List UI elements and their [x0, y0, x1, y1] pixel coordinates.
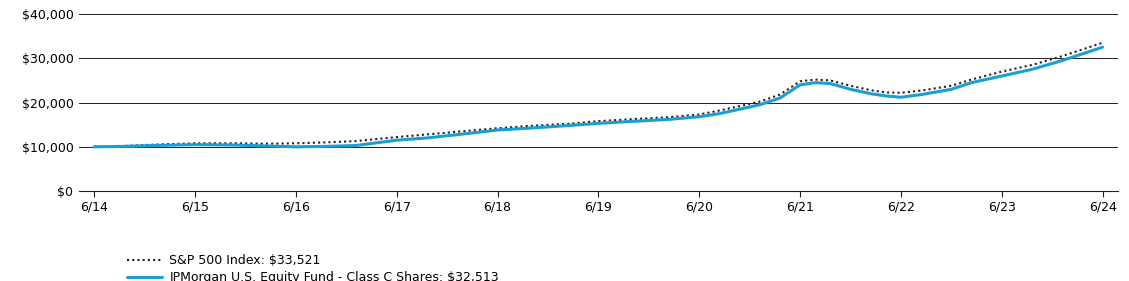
- S&P 500 Index: $33,521: (6.6, 2.02e+04): $33,521: (6.6, 2.02e+04): [753, 100, 767, 103]
- JPMorgan U.S. Equity Fund - Class C Shares: $32,513: (2.3, 1.01e+04): $32,513: (2.3, 1.01e+04): [320, 145, 333, 148]
- S&P 500 Index: $33,521: (8.2, 2.27e+04): $33,521: (8.2, 2.27e+04): [914, 89, 928, 92]
- S&P 500 Index: $33,521: (0, 1e+04): $33,521: (0, 1e+04): [87, 145, 100, 148]
- JPMorgan U.S. Equity Fund - Class C Shares: $32,513: (6.4, 1.85e+04): $32,513: (6.4, 1.85e+04): [733, 108, 746, 111]
- JPMorgan U.S. Equity Fund - Class C Shares: $32,513: (0, 1e+04): $32,513: (0, 1e+04): [87, 145, 100, 148]
- S&P 500 Index: $33,521: (1, 1.08e+04): $33,521: (1, 1.08e+04): [189, 142, 202, 145]
- JPMorgan U.S. Equity Fund - Class C Shares: $32,513: (5.3, 1.57e+04): $32,513: (5.3, 1.57e+04): [622, 120, 636, 123]
- JPMorgan U.S. Equity Fund - Class C Shares: $32,513: (7.3, 2.43e+04): $32,513: (7.3, 2.43e+04): [823, 82, 837, 85]
- JPMorgan U.S. Equity Fund - Class C Shares: $32,513: (5.7, 1.62e+04): $32,513: (5.7, 1.62e+04): [663, 118, 676, 121]
- S&P 500 Index: $33,521: (9.3, 2.85e+04): $33,521: (9.3, 2.85e+04): [1025, 63, 1039, 67]
- JPMorgan U.S. Equity Fund - Class C Shares: $32,513: (8.2, 2.18e+04): $32,513: (8.2, 2.18e+04): [914, 93, 928, 96]
- JPMorgan U.S. Equity Fund - Class C Shares: $32,513: (6.2, 1.75e+04): $32,513: (6.2, 1.75e+04): [712, 112, 726, 115]
- S&P 500 Index: $33,521: (8, 2.22e+04): $33,521: (8, 2.22e+04): [894, 91, 908, 94]
- JPMorgan U.S. Equity Fund - Class C Shares: $32,513: (9, 2.6e+04): $32,513: (9, 2.6e+04): [995, 74, 1008, 78]
- JPMorgan U.S. Equity Fund - Class C Shares: $32,513: (9.8, 3.1e+04): $32,513: (9.8, 3.1e+04): [1076, 52, 1089, 56]
- S&P 500 Index: $33,521: (4.3, 1.47e+04): $33,521: (4.3, 1.47e+04): [520, 124, 534, 128]
- JPMorgan U.S. Equity Fund - Class C Shares: $32,513: (2, 1e+04): $32,513: (2, 1e+04): [289, 145, 303, 148]
- JPMorgan U.S. Equity Fund - Class C Shares: $32,513: (4, 1.38e+04): $32,513: (4, 1.38e+04): [491, 128, 505, 132]
- S&P 500 Index: $33,521: (1.4, 1.08e+04): $33,521: (1.4, 1.08e+04): [228, 142, 242, 145]
- S&P 500 Index: $33,521: (2.3, 1.1e+04): $33,521: (2.3, 1.1e+04): [320, 141, 333, 144]
- JPMorgan U.S. Equity Fund - Class C Shares: $32,513: (4.7, 1.48e+04): $32,513: (4.7, 1.48e+04): [561, 124, 575, 127]
- JPMorgan U.S. Equity Fund - Class C Shares: $32,513: (9.3, 2.75e+04): $32,513: (9.3, 2.75e+04): [1025, 68, 1039, 71]
- JPMorgan U.S. Equity Fund - Class C Shares: $32,513: (3.3, 1.2e+04): $32,513: (3.3, 1.2e+04): [420, 136, 434, 140]
- S&P 500 Index: $33,521: (1.7, 1.07e+04): $33,521: (1.7, 1.07e+04): [259, 142, 272, 145]
- JPMorgan U.S. Equity Fund - Class C Shares: $32,513: (7, 2.4e+04): $32,513: (7, 2.4e+04): [794, 83, 807, 87]
- JPMorgan U.S. Equity Fund - Class C Shares: $32,513: (6.6, 1.95e+04): $32,513: (6.6, 1.95e+04): [753, 103, 767, 106]
- S&P 500 Index: $33,521: (7.5, 2.38e+04): $33,521: (7.5, 2.38e+04): [843, 84, 857, 87]
- JPMorgan U.S. Equity Fund - Class C Shares: $32,513: (4.3, 1.42e+04): $32,513: (4.3, 1.42e+04): [520, 126, 534, 130]
- S&P 500 Index: $33,521: (6, 1.73e+04): $33,521: (6, 1.73e+04): [692, 113, 706, 116]
- JPMorgan U.S. Equity Fund - Class C Shares: $32,513: (7.85, 2.15e+04): $32,513: (7.85, 2.15e+04): [879, 94, 893, 98]
- Line: S&P 500 Index: $33,521: S&P 500 Index: $33,521: [94, 43, 1103, 147]
- S&P 500 Index: $33,521: (6.8, 2.18e+04): $33,521: (6.8, 2.18e+04): [773, 93, 787, 96]
- S&P 500 Index: $33,521: (0.3, 1.02e+04): $33,521: (0.3, 1.02e+04): [117, 144, 131, 148]
- S&P 500 Index: $33,521: (4, 1.42e+04): $33,521: (4, 1.42e+04): [491, 126, 505, 130]
- S&P 500 Index: $33,521: (9.8, 3.2e+04): $33,521: (9.8, 3.2e+04): [1076, 48, 1089, 51]
- S&P 500 Index: $33,521: (9.6, 3.05e+04): $33,521: (9.6, 3.05e+04): [1056, 55, 1069, 58]
- JPMorgan U.S. Equity Fund - Class C Shares: $32,513: (7.7, 2.2e+04): $32,513: (7.7, 2.2e+04): [864, 92, 877, 96]
- S&P 500 Index: $33,521: (7.7, 2.28e+04): $33,521: (7.7, 2.28e+04): [864, 89, 877, 92]
- S&P 500 Index: $33,521: (8.7, 2.52e+04): $33,521: (8.7, 2.52e+04): [964, 78, 978, 81]
- JPMorgan U.S. Equity Fund - Class C Shares: $32,513: (6, 1.68e+04): $32,513: (6, 1.68e+04): [692, 115, 706, 118]
- S&P 500 Index: $33,521: (7, 2.48e+04): $33,521: (7, 2.48e+04): [794, 80, 807, 83]
- S&P 500 Index: $33,521: (7.15, 2.52e+04): $33,521: (7.15, 2.52e+04): [808, 78, 822, 81]
- S&P 500 Index: $33,521: (7.85, 2.23e+04): $33,521: (7.85, 2.23e+04): [879, 91, 893, 94]
- JPMorgan U.S. Equity Fund - Class C Shares: $32,513: (0.6, 1.03e+04): $32,513: (0.6, 1.03e+04): [148, 144, 161, 147]
- S&P 500 Index: $33,521: (5, 1.58e+04): $33,521: (5, 1.58e+04): [592, 119, 605, 123]
- JPMorgan U.S. Equity Fund - Class C Shares: $32,513: (3, 1.15e+04): $32,513: (3, 1.15e+04): [390, 139, 403, 142]
- Line: JPMorgan U.S. Equity Fund - Class C Shares: $32,513: JPMorgan U.S. Equity Fund - Class C Shar…: [94, 47, 1103, 147]
- JPMorgan U.S. Equity Fund - Class C Shares: $32,513: (0.3, 1.01e+04): $32,513: (0.3, 1.01e+04): [117, 145, 131, 148]
- JPMorgan U.S. Equity Fund - Class C Shares: $32,513: (10, 3.25e+04): $32,513: (10, 3.25e+04): [1096, 46, 1110, 49]
- S&P 500 Index: $33,521: (3.7, 1.36e+04): $33,521: (3.7, 1.36e+04): [461, 129, 474, 133]
- JPMorgan U.S. Equity Fund - Class C Shares: $32,513: (1.7, 1.02e+04): $32,513: (1.7, 1.02e+04): [259, 144, 272, 148]
- S&P 500 Index: $33,521: (3.3, 1.28e+04): $33,521: (3.3, 1.28e+04): [420, 133, 434, 136]
- S&P 500 Index: $33,521: (5.7, 1.67e+04): $33,521: (5.7, 1.67e+04): [663, 115, 676, 119]
- JPMorgan U.S. Equity Fund - Class C Shares: $32,513: (8, 2.12e+04): $32,513: (8, 2.12e+04): [894, 96, 908, 99]
- JPMorgan U.S. Equity Fund - Class C Shares: $32,513: (5, 1.53e+04): $32,513: (5, 1.53e+04): [592, 122, 605, 125]
- S&P 500 Index: $33,521: (2, 1.08e+04): $33,521: (2, 1.08e+04): [289, 142, 303, 145]
- JPMorgan U.S. Equity Fund - Class C Shares: $32,513: (7.15, 2.45e+04): $32,513: (7.15, 2.45e+04): [808, 81, 822, 84]
- S&P 500 Index: $33,521: (5.3, 1.62e+04): $33,521: (5.3, 1.62e+04): [622, 118, 636, 121]
- S&P 500 Index: $33,521: (6.4, 1.92e+04): $33,521: (6.4, 1.92e+04): [733, 105, 746, 108]
- S&P 500 Index: $33,521: (9, 2.7e+04): $33,521: (9, 2.7e+04): [995, 70, 1008, 73]
- JPMorgan U.S. Equity Fund - Class C Shares: $32,513: (1, 1.05e+04): $32,513: (1, 1.05e+04): [189, 143, 202, 146]
- JPMorgan U.S. Equity Fund - Class C Shares: $32,513: (2.6, 1.03e+04): $32,513: (2.6, 1.03e+04): [350, 144, 364, 147]
- S&P 500 Index: $33,521: (8.5, 2.38e+04): $33,521: (8.5, 2.38e+04): [945, 84, 959, 87]
- S&P 500 Index: $33,521: (6.2, 1.82e+04): $33,521: (6.2, 1.82e+04): [712, 109, 726, 112]
- JPMorgan U.S. Equity Fund - Class C Shares: $32,513: (1.4, 1.04e+04): $32,513: (1.4, 1.04e+04): [228, 143, 242, 147]
- JPMorgan U.S. Equity Fund - Class C Shares: $32,513: (8.5, 2.3e+04): $32,513: (8.5, 2.3e+04): [945, 88, 959, 91]
- S&P 500 Index: $33,521: (10, 3.35e+04): $33,521: (10, 3.35e+04): [1096, 41, 1110, 44]
- JPMorgan U.S. Equity Fund - Class C Shares: $32,513: (3.7, 1.3e+04): $32,513: (3.7, 1.3e+04): [461, 132, 474, 135]
- S&P 500 Index: $33,521: (0.6, 1.05e+04): $33,521: (0.6, 1.05e+04): [148, 143, 161, 146]
- S&P 500 Index: $33,521: (2.6, 1.13e+04): $33,521: (2.6, 1.13e+04): [350, 139, 364, 143]
- JPMorgan U.S. Equity Fund - Class C Shares: $32,513: (6.8, 2.1e+04): $32,513: (6.8, 2.1e+04): [773, 96, 787, 100]
- JPMorgan U.S. Equity Fund - Class C Shares: $32,513: (9.6, 2.95e+04): $32,513: (9.6, 2.95e+04): [1056, 59, 1069, 62]
- S&P 500 Index: $33,521: (3, 1.22e+04): $33,521: (3, 1.22e+04): [390, 135, 403, 139]
- Legend: S&P 500 Index: $33,521, JPMorgan U.S. Equity Fund - Class C Shares: $32,513: S&P 500 Index: $33,521, JPMorgan U.S. Eq…: [126, 254, 499, 281]
- JPMorgan U.S. Equity Fund - Class C Shares: $32,513: (7.5, 2.3e+04): $32,513: (7.5, 2.3e+04): [843, 88, 857, 91]
- S&P 500 Index: $33,521: (7.3, 2.5e+04): $33,521: (7.3, 2.5e+04): [823, 79, 837, 82]
- S&P 500 Index: $33,521: (4.7, 1.52e+04): $33,521: (4.7, 1.52e+04): [561, 122, 575, 126]
- JPMorgan U.S. Equity Fund - Class C Shares: $32,513: (8.7, 2.45e+04): $32,513: (8.7, 2.45e+04): [964, 81, 978, 84]
